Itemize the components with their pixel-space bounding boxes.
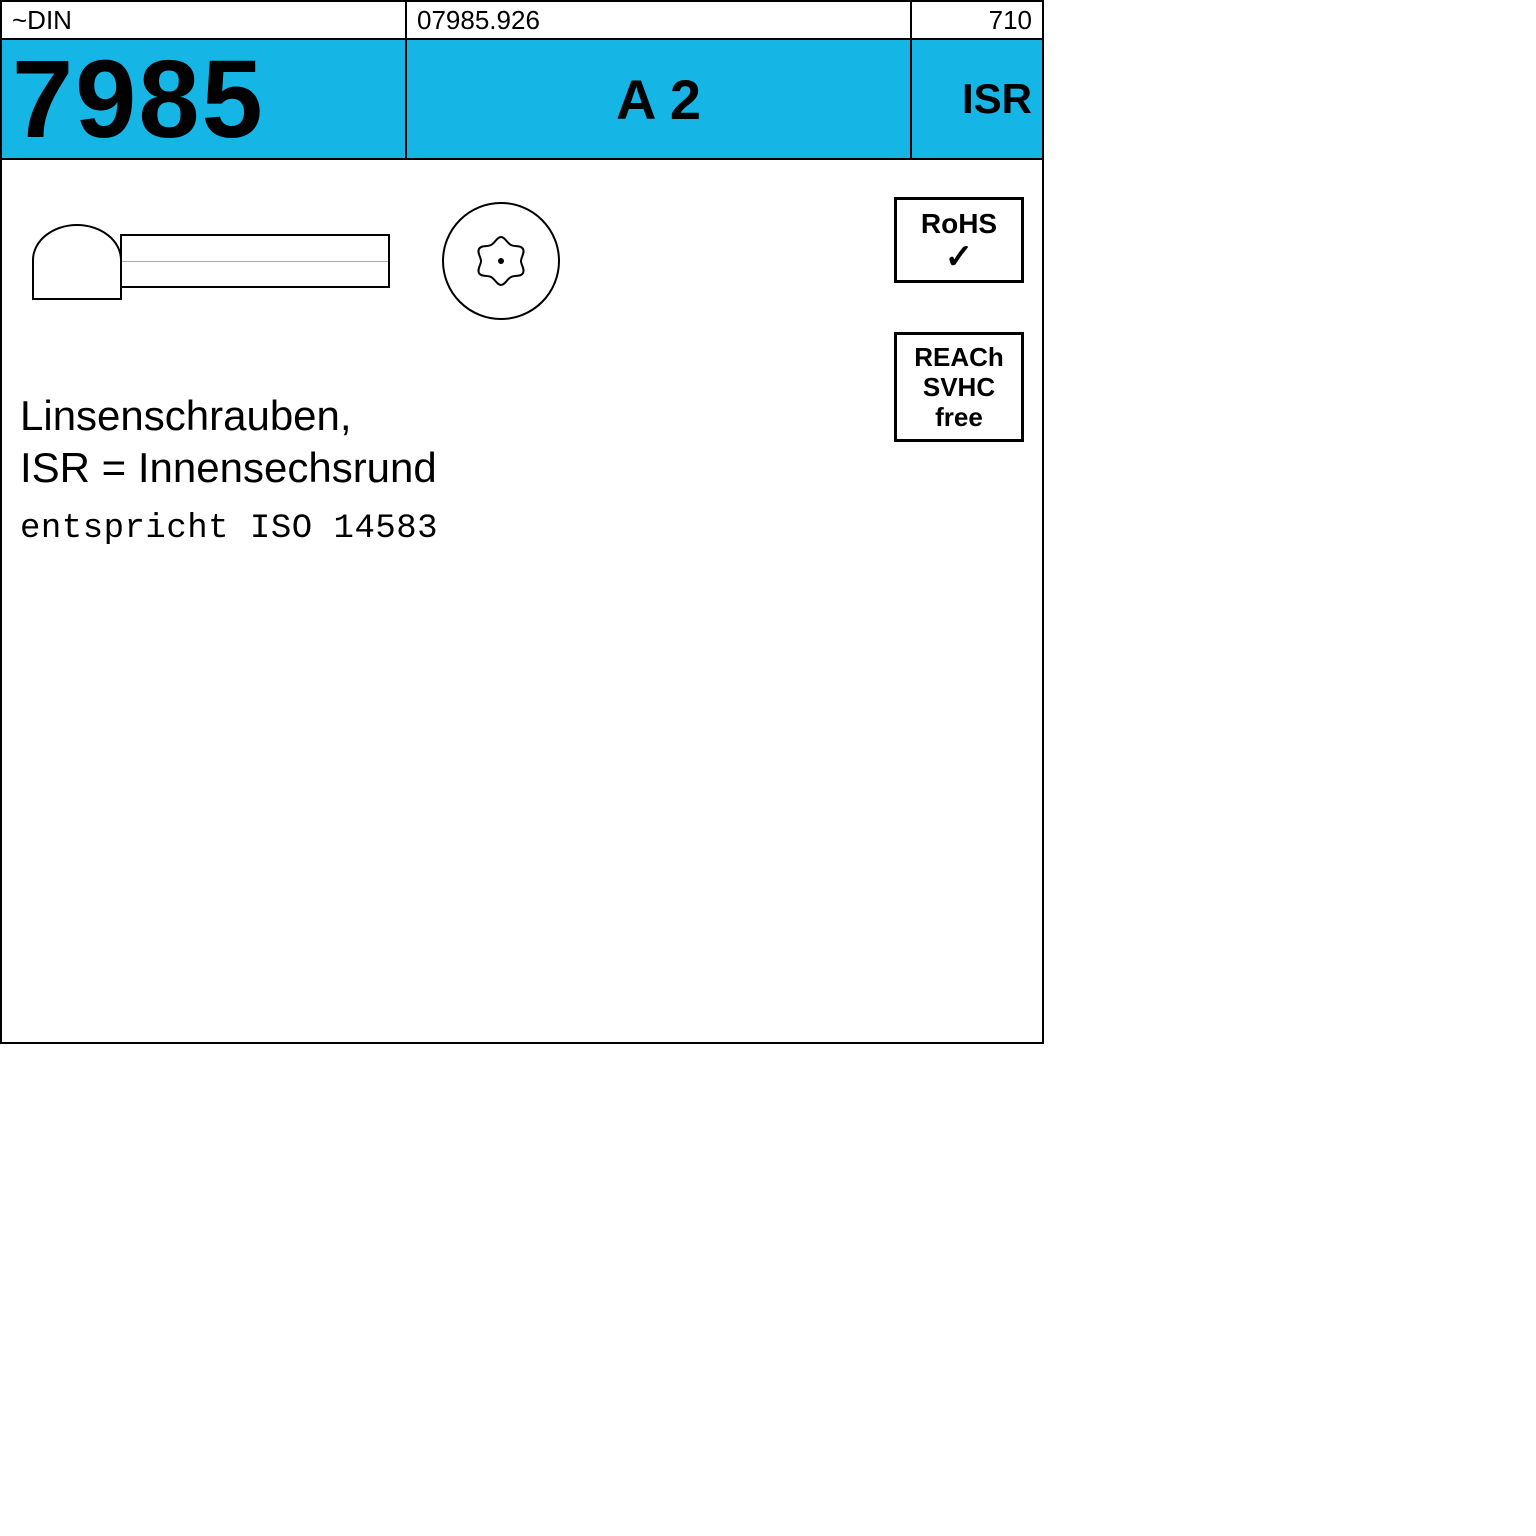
screw-head-icon xyxy=(32,224,122,296)
header-article-code: 07985.926 xyxy=(407,2,912,38)
din-number: 7985 xyxy=(2,40,407,158)
reach-badge: REACh SVHC free xyxy=(894,332,1024,442)
desc-line-3: entspricht ISO 14583 xyxy=(20,510,438,548)
rohs-title: RoHS xyxy=(901,208,1017,240)
description-block: Linsenschrauben, ISR = Innensechsrund en… xyxy=(20,392,438,548)
header-standard: ~DIN xyxy=(2,2,407,38)
desc-line-1: Linsenschrauben, xyxy=(20,392,438,440)
check-icon: ✓ xyxy=(901,240,1017,274)
screw-head-base-icon xyxy=(32,294,122,300)
torx-star-icon xyxy=(470,230,532,292)
technical-drawing xyxy=(2,160,1042,370)
reach-line2: SVHC xyxy=(901,373,1017,403)
reach-line1: REACh xyxy=(901,343,1017,373)
header-right-code: 710 xyxy=(912,2,1042,38)
spec-card: ~DIN 07985.926 710 7985 A 2 ISR RoHS ✓ R… xyxy=(0,0,1044,1044)
reach-line3: free xyxy=(901,403,1017,433)
desc-line-2: ISR = Innensechsrund xyxy=(20,444,438,492)
header-row: ~DIN 07985.926 710 xyxy=(2,2,1042,40)
title-banner: 7985 A 2 ISR xyxy=(2,40,1042,160)
rohs-badge: RoHS ✓ xyxy=(894,197,1024,283)
material-grade: A 2 xyxy=(407,40,912,158)
drive-type: ISR xyxy=(912,40,1042,158)
screw-shaft-icon xyxy=(120,234,390,288)
